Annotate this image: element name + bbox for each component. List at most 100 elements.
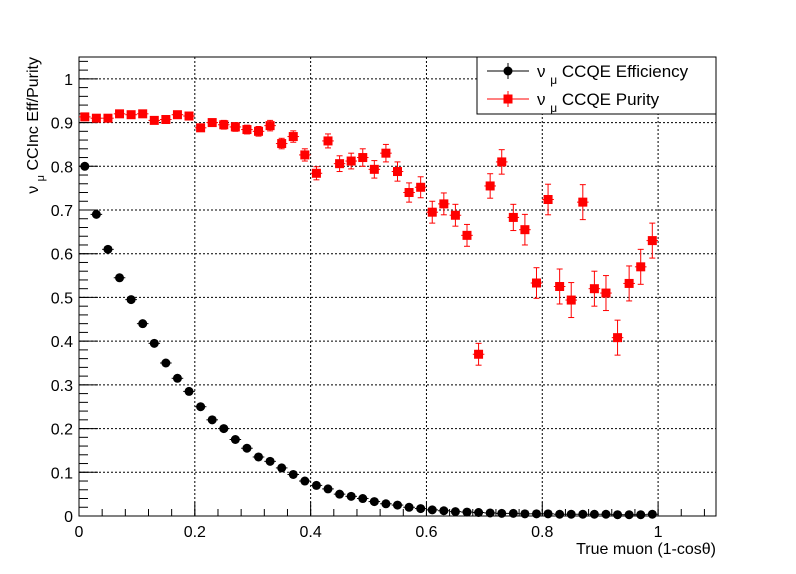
marker-circle (358, 494, 368, 504)
marker-square (172, 110, 182, 120)
efficiency-point (217, 424, 230, 434)
marker-circle (126, 295, 136, 305)
series-efficiency (79, 161, 659, 520)
y-tick-label: 0.5 (51, 290, 73, 307)
purity-point (345, 152, 357, 170)
x-tick-label: 0.2 (184, 524, 206, 541)
purity-point (403, 182, 415, 203)
data-series (79, 109, 659, 520)
purity-point (136, 109, 149, 119)
purity-point (79, 112, 91, 122)
purity-point (252, 126, 265, 137)
efficiency-point (310, 480, 323, 490)
purity-point (194, 123, 207, 133)
marker-square (485, 181, 495, 191)
purity-point (495, 149, 508, 175)
marker-circle (149, 338, 159, 348)
efficiency-point (380, 499, 392, 509)
y-axis-label-rest: CCInc Eff/Purity (25, 57, 42, 171)
y-axis-label-mu: μ (35, 175, 47, 181)
purity-point (530, 267, 543, 299)
marker-circle (346, 491, 356, 501)
purity-point (102, 113, 114, 123)
x-tick-label: 1 (654, 524, 663, 541)
efficiency-point (565, 509, 578, 519)
y-tick-label: 1 (64, 72, 73, 89)
y-tick-label: 0.4 (51, 334, 73, 351)
y-tick-label: 0.8 (51, 159, 73, 176)
purity-point (414, 176, 427, 199)
legend-marker-circle (503, 66, 513, 76)
marker-square (311, 168, 321, 178)
marker-square (207, 118, 217, 128)
purity-point (125, 110, 137, 120)
purity-point (229, 122, 242, 132)
efficiency-point (102, 244, 114, 254)
marker-circle (230, 435, 240, 444)
efficiency-point (507, 508, 520, 518)
efficiency-point (414, 504, 427, 514)
purity-point (426, 200, 439, 224)
plot-frame (78, 56, 717, 517)
efficiency-point (634, 510, 647, 520)
purity-point (600, 275, 612, 312)
efficiency-point (287, 469, 300, 479)
marker-circle (184, 386, 194, 396)
purity-point (322, 133, 334, 149)
marker-circle (404, 502, 414, 512)
purity-point (241, 124, 253, 135)
marker-circle (578, 509, 588, 519)
marker-square (578, 197, 588, 207)
marker-circle (589, 509, 599, 519)
marker-square (161, 115, 171, 125)
marker-square (589, 284, 599, 294)
efficiency-point (391, 500, 404, 510)
purity-point (507, 203, 520, 232)
purity-point (634, 248, 647, 285)
purity-point (148, 115, 161, 125)
marker-circle (601, 509, 611, 519)
marker-circle (497, 508, 507, 518)
marker-square (323, 136, 333, 146)
marker-circle (369, 497, 379, 507)
efficiency-point (79, 161, 91, 171)
legend-entry-efficiency: ν μ CCQE Efficiency (487, 62, 689, 87)
purity-point (275, 137, 288, 150)
marker-square (416, 182, 426, 192)
marker-circle (254, 452, 264, 462)
purity-point (217, 119, 230, 130)
purity-point (519, 213, 531, 246)
x-tick-label: 0 (75, 524, 84, 541)
marker-circle (381, 499, 391, 509)
efficiency-point (183, 386, 195, 396)
marker-square (103, 113, 113, 123)
marker-square (450, 210, 460, 220)
marker-square (80, 112, 90, 122)
purity-point (449, 203, 462, 227)
efficiency-point (530, 509, 543, 519)
legend-label-efficiency: ν μ CCQE Efficiency (537, 62, 689, 87)
marker-square (497, 157, 507, 167)
efficiency-point (322, 484, 334, 494)
marker-circle (474, 508, 484, 518)
purity-point (356, 148, 369, 167)
efficiency-point (229, 435, 242, 444)
marker-square (636, 262, 646, 272)
y-tick-label: 0.3 (51, 378, 73, 395)
purity-point (287, 130, 300, 143)
purity-point (588, 270, 601, 307)
purity-point (542, 183, 554, 216)
efficiency-point (472, 508, 485, 518)
efficiency-point (449, 507, 462, 517)
efficiency-point (426, 505, 439, 515)
marker-circle (427, 505, 437, 515)
marker-square (358, 153, 368, 163)
marker-square (242, 125, 252, 135)
series-purity (79, 109, 659, 366)
x-tick-label: 0.4 (300, 524, 322, 541)
legend-marker-square (503, 94, 513, 104)
purity-point (310, 166, 323, 181)
marker-square (126, 110, 136, 120)
purity-point (553, 268, 566, 305)
x-tick-label: 0.6 (415, 524, 437, 541)
